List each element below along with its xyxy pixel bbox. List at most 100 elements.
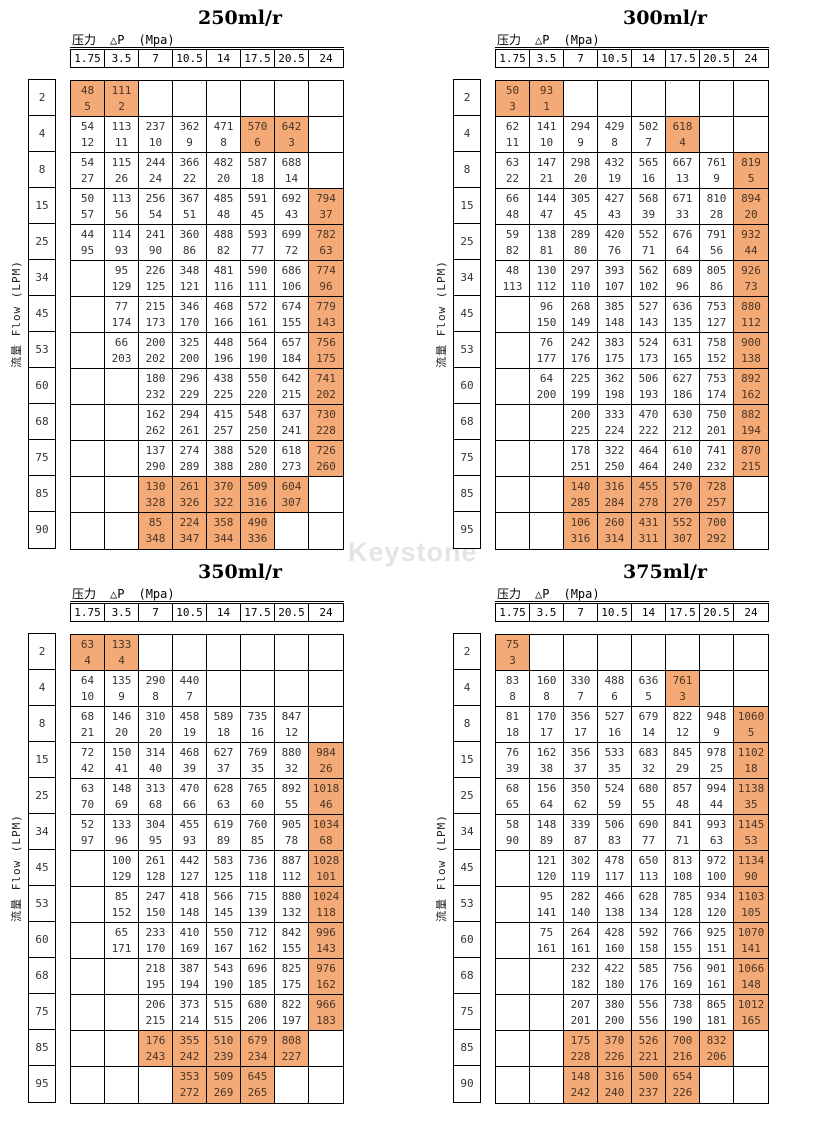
cell-bottom-value: 8	[543, 689, 550, 703]
cell-top-value: 310	[145, 709, 166, 723]
cell-bottom-value: 14	[284, 171, 299, 185]
data-cell: 348 121	[173, 261, 207, 297]
cell-bottom-value: 13	[675, 171, 690, 185]
data-cell: 841 71	[666, 815, 700, 851]
data-grid: 63 4 133 4 64 10 135 9 290 8 440 7 68 21 146 20 310 20 458…	[70, 634, 344, 1104]
cell-top-value: 455	[638, 479, 659, 493]
data-cell: 880 32	[275, 743, 309, 779]
data-cell: 825 175	[275, 959, 309, 995]
flow-row-label: 15	[29, 188, 55, 224]
table-row: 83 8 160 8 330 7 488 6 636 5 761 3	[496, 671, 768, 707]
data-cell: 671 33	[666, 189, 700, 225]
cell-top-value: 587	[247, 155, 268, 169]
cell-top-value: 984	[316, 745, 336, 759]
cell-bottom-value: 56	[114, 207, 129, 221]
cell-top-value: 455	[179, 817, 200, 831]
data-cell: 207 201	[564, 995, 598, 1031]
table-375ml-r: 流量 Flow (LPM) 2 4 8 15 25 34 45 53 60 68 75 85 90 37…	[433, 560, 775, 1106]
data-cell: 96 150	[530, 297, 564, 333]
table-row: 76 39 162 38 356 37 533 35 683 32 845 29 978 25 1102 18	[496, 743, 768, 779]
data-cell: 925 151	[700, 923, 734, 959]
data-cell: 44 95	[71, 225, 105, 261]
cell-top-value: 63	[80, 637, 95, 651]
cell-top-value: 52	[80, 817, 95, 831]
flow-row-label: 90	[460, 1077, 474, 1090]
cell-top-value: 926	[741, 263, 761, 277]
cell-top-value: 993	[706, 817, 727, 831]
data-cell: 310 20	[139, 707, 173, 743]
cell-bottom-value: 161	[247, 315, 268, 329]
cell-bottom-value: 170	[179, 315, 200, 329]
pressure-column-header: 24	[744, 52, 758, 65]
cell-top-value: 515	[213, 997, 234, 1011]
flow-row-label: 75	[29, 440, 55, 476]
pressure-column-header: 10.5	[173, 50, 207, 67]
cell-top-value: 583	[213, 853, 234, 867]
cell-bottom-value: 167	[213, 941, 234, 955]
cell-bottom-value: 83	[607, 833, 622, 847]
cell-top-value: 753	[706, 371, 727, 385]
cell-top-value: 111	[111, 83, 132, 97]
cell-top-value: 48	[80, 83, 95, 97]
cell-top-value: 570	[247, 119, 268, 133]
cell-bottom-value: 148	[604, 315, 625, 329]
table-row: 85 152 247 150 418 148 566 145 715 139 880 132 1024 1…	[71, 887, 343, 923]
cell-top-value: 527	[638, 299, 659, 313]
data-cell	[496, 1067, 530, 1103]
flow-row-label: 68	[454, 958, 480, 994]
table-row: 63 22 147 21 298 20 432 19 565 16 667 13 761 9 819 5	[496, 153, 768, 189]
data-cell: 813 108	[666, 851, 700, 887]
cell-top-value: 880	[281, 745, 302, 759]
cell-top-value: 761	[706, 155, 727, 169]
data-cell: 592 158	[632, 923, 666, 959]
flow-axis-label: 流量 Flow (LPM)	[10, 260, 23, 368]
data-cell: 1060 5	[734, 707, 768, 743]
table-row: 178 251 322 250 464 464 610 240 741 232 870 215	[496, 441, 768, 477]
data-cell: 133 4	[105, 635, 139, 671]
pressure-column-header: 20.5	[275, 604, 309, 621]
data-cell: 388 388	[207, 441, 241, 477]
cell-bottom-value: 112	[741, 315, 761, 329]
cell-bottom-value: 44	[744, 243, 758, 257]
cell-bottom-value: 42	[80, 761, 95, 775]
cell-bottom-value: 35	[607, 761, 622, 775]
flow-row-label: 85	[454, 1030, 480, 1066]
cell-top-value: 880	[281, 889, 302, 903]
cell-bottom-value: 200	[536, 387, 557, 401]
cell-top-value: 141	[536, 119, 557, 133]
data-cell: 138 81	[530, 225, 564, 261]
data-cell: 657 184	[275, 333, 309, 369]
cell-top-value: 268	[570, 299, 591, 313]
cell-top-value: 738	[672, 997, 693, 1011]
data-cell	[71, 923, 105, 959]
data-cell: 289 80	[564, 225, 598, 261]
cell-top-value: 794	[316, 191, 336, 205]
cell-top-value: 353	[179, 1070, 200, 1083]
flow-row-label: 8	[29, 152, 55, 188]
data-cell: 674 155	[275, 297, 309, 333]
cell-top-value: 233	[145, 925, 166, 939]
data-cell: 466 138	[598, 887, 632, 923]
cell-bottom-value: 81	[539, 243, 554, 257]
cell-top-value: 393	[604, 263, 625, 277]
cell-top-value: 170	[536, 709, 557, 723]
data-cell	[496, 405, 530, 441]
data-cell: 325 200	[173, 333, 207, 369]
data-cell: 455 278	[632, 477, 666, 513]
flow-row-label: 53	[29, 332, 55, 368]
data-cell: 692 43	[275, 189, 309, 225]
data-cell: 590 111	[241, 261, 275, 297]
pressure-column-header: 14	[632, 50, 666, 67]
cell-bottom-value: 90	[148, 243, 163, 257]
cell-bottom-value: 129	[111, 869, 132, 883]
data-cell: 54 12	[71, 117, 105, 153]
cell-bottom-value: 78	[284, 833, 299, 847]
data-cell: 510 239	[207, 1031, 241, 1067]
cell-bottom-value: 181	[706, 1013, 727, 1027]
cell-top-value: 753	[706, 299, 727, 313]
cell-top-value: 700	[672, 1033, 693, 1047]
cell-top-value: 631	[672, 335, 693, 349]
flow-row-labels: 2 4 8 15 25 34 45 53 60 68 75 85 95	[453, 79, 481, 549]
data-cell	[666, 81, 700, 117]
data-cell: 440 7	[173, 671, 207, 707]
